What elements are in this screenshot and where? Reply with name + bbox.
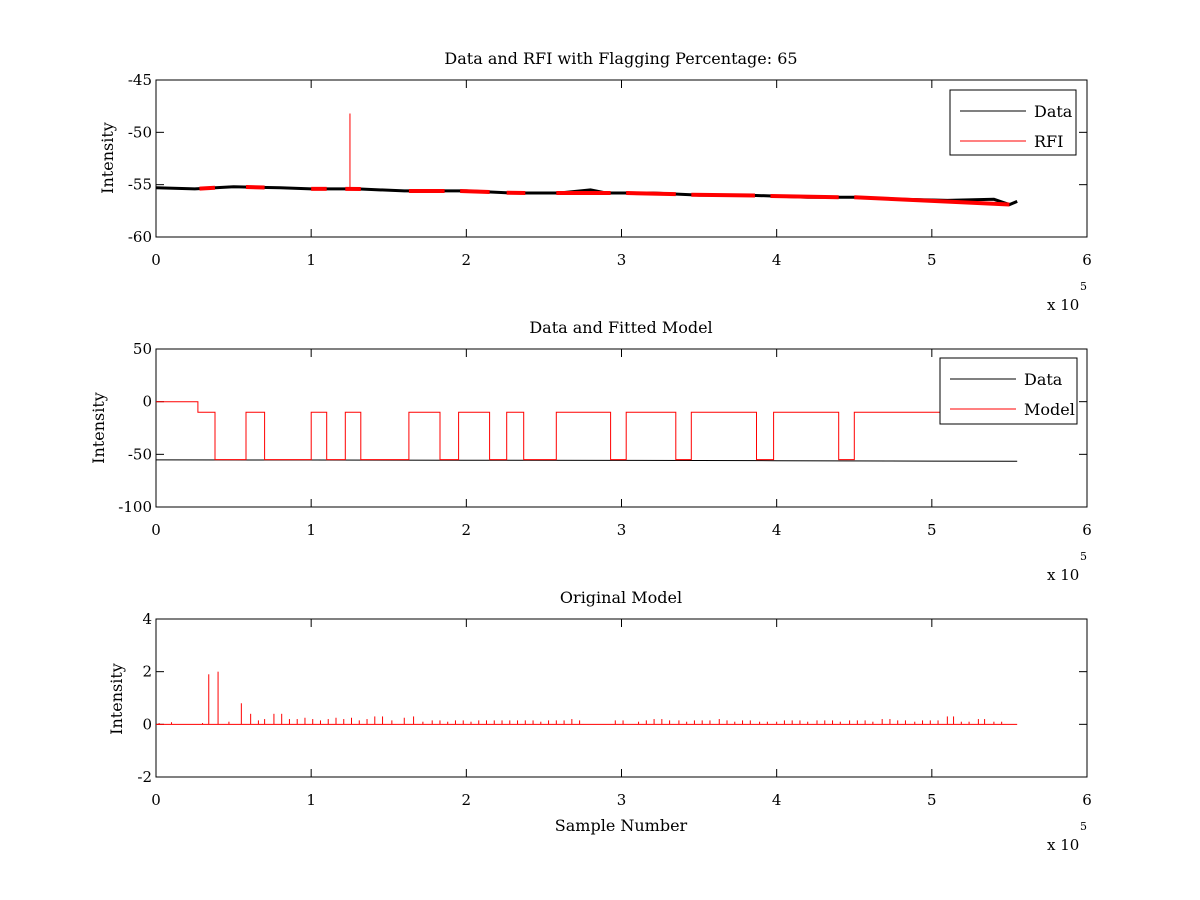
- y-axis-label: Intensity: [89, 392, 108, 464]
- y-tick-label: 50: [133, 340, 152, 358]
- y-tick-label: -2: [137, 768, 152, 786]
- y-tick-label: 2: [142, 663, 152, 681]
- x-tick-label: 5: [927, 521, 937, 539]
- x-tick-label: 2: [462, 521, 472, 539]
- panel-title: Data and Fitted Model: [529, 318, 712, 337]
- rfi-segment: [626, 191, 676, 197]
- x-tick-label: 1: [306, 521, 316, 539]
- rfi-segment: [770, 193, 839, 200]
- legend-entry-label: RFI: [1034, 132, 1063, 151]
- x-tick-label: 1: [306, 791, 316, 809]
- exponent-base: x 10: [1047, 296, 1079, 314]
- x-exponent: x 10 5: [1047, 550, 1087, 584]
- y-tick-label: -100: [118, 498, 152, 516]
- legend: Data RFI: [949, 89, 1077, 156]
- legend-entry-label: Data: [1024, 370, 1063, 389]
- x-tick-labels: 0 1 2 3 4 5 6: [151, 521, 1092, 539]
- y-tick-labels: -2 0 2 4: [137, 610, 152, 786]
- x-tick-label: 5: [927, 791, 937, 809]
- x-tick-label: 6: [1082, 791, 1092, 809]
- legend-box: [949, 89, 1077, 156]
- y-tick-label: 4: [142, 610, 152, 628]
- legend-entry-label: Model: [1024, 400, 1075, 419]
- x-tick-labels: 0 1 2 3 4 5 6: [151, 791, 1092, 809]
- plot-marks: [155, 79, 1088, 238]
- x-tick-label: 2: [462, 791, 472, 809]
- x-tick-label: 2: [462, 251, 472, 269]
- panel-title: Data and RFI with Flagging Percentage: 6…: [444, 49, 797, 68]
- x-exponent: x 10 5: [1047, 820, 1087, 854]
- y-axis-label: Intensity: [107, 663, 126, 735]
- exponent-base: x 10: [1047, 566, 1079, 584]
- x-tick-label: 6: [1082, 251, 1092, 269]
- panel-title: Original Model: [560, 588, 682, 607]
- rfi-segment: [199, 185, 216, 191]
- x-tick-label: 0: [151, 521, 161, 539]
- x-tick-label: 4: [772, 521, 782, 539]
- y-tick-label: -45: [128, 71, 152, 89]
- x-tick-label: 6: [1082, 521, 1092, 539]
- y-tick-label: 0: [142, 393, 152, 411]
- legend-box: [939, 357, 1078, 425]
- series-line-model: [156, 401, 1072, 461]
- x-axis-label: Sample Number: [555, 816, 688, 835]
- axes-box: [155, 79, 1088, 238]
- panel-fitted-model: Data and Fitted Model Intensity 0 1 2 3 …: [89, 318, 1092, 584]
- x-tick-label: 0: [151, 791, 161, 809]
- axes-box: [155, 618, 1088, 778]
- y-tick-label: 0: [142, 715, 152, 733]
- exponent-power: 5: [1080, 550, 1087, 563]
- x-tick-label: 0: [151, 251, 161, 269]
- panel-original-model: Original Model Intensity Sample Number 0…: [107, 588, 1092, 854]
- x-tick-label: 3: [617, 791, 627, 809]
- exponent-power: 5: [1080, 820, 1087, 833]
- rfi-segment: [854, 195, 1010, 207]
- plot-marks: [155, 348, 1088, 508]
- x-tick-label: 5: [927, 251, 937, 269]
- x-tick-label: 3: [617, 251, 627, 269]
- y-tick-label: -55: [128, 176, 152, 194]
- y-tick-labels: -60 -55 -50 -45: [128, 71, 152, 246]
- x-tick-label: 3: [617, 521, 627, 539]
- x-tick-label: 1: [306, 251, 316, 269]
- legend: Data Model: [939, 357, 1078, 425]
- panel-data-rfi: Data and RFI with Flagging Percentage: 6…: [98, 49, 1092, 314]
- rfi-segment: [691, 192, 755, 198]
- exponent-base: x 10: [1047, 836, 1079, 854]
- x-exponent: x 10 5: [1047, 280, 1087, 314]
- y-axis-label: Intensity: [98, 122, 117, 194]
- x-tick-labels: 0 1 2 3 4 5 6: [151, 251, 1092, 269]
- rfi-segment: [460, 188, 490, 194]
- x-tick-label: 4: [772, 251, 782, 269]
- y-tick-labels: -100 -50 0 50: [118, 340, 152, 516]
- y-tick-label: -60: [128, 228, 152, 246]
- plot-marks: [155, 618, 1088, 778]
- y-tick-label: -50: [128, 445, 152, 463]
- exponent-power: 5: [1080, 280, 1087, 293]
- legend-entry-label: Data: [1034, 102, 1073, 121]
- x-tick-label: 4: [772, 791, 782, 809]
- y-tick-label: -50: [128, 123, 152, 141]
